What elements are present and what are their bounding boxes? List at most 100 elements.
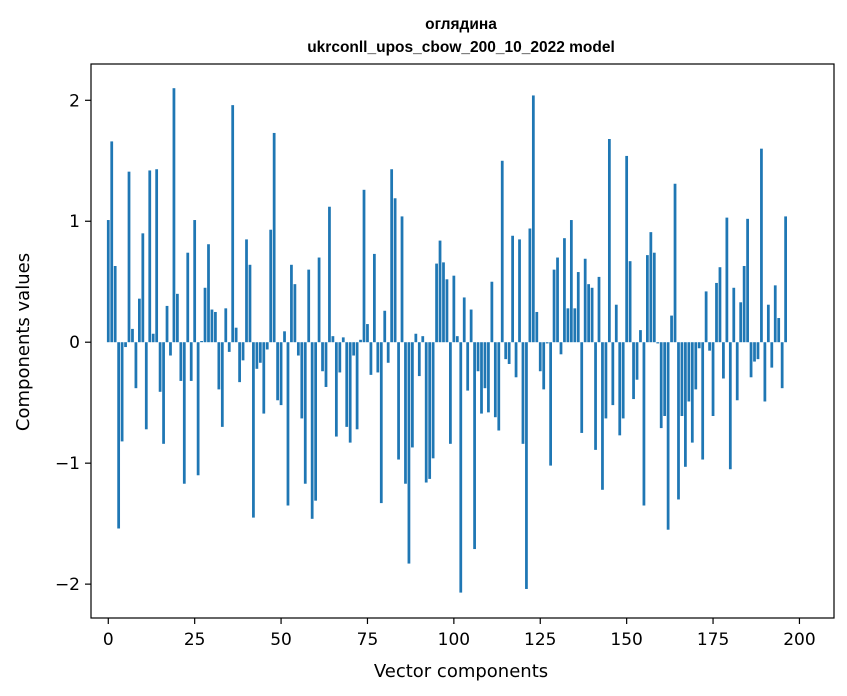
bar-158: [652, 252, 656, 343]
bar-118: [514, 342, 518, 378]
bar-22: [182, 342, 186, 484]
bar-191: [766, 304, 770, 343]
bar-43: [255, 342, 259, 369]
bar-172: [701, 342, 705, 460]
bar-72: [355, 342, 359, 430]
bar-57: [303, 342, 307, 484]
bar-101: [455, 336, 459, 343]
bar-48: [272, 132, 276, 343]
bar-32: [217, 342, 221, 390]
bar-41: [248, 264, 252, 343]
bar-112: [493, 342, 497, 418]
bar-178: [722, 342, 725, 379]
bar-127: [545, 342, 549, 344]
bar-170: [694, 342, 698, 390]
bar-94: [431, 342, 435, 459]
bar-21: [179, 342, 183, 381]
bar-84: [397, 342, 400, 460]
bar-154: [639, 330, 642, 343]
bar-116: [507, 342, 511, 364]
bar-142: [597, 276, 601, 343]
bar-166: [680, 342, 684, 416]
bar-7: [131, 328, 134, 343]
bar-103: [462, 297, 466, 343]
bar-6: [127, 171, 131, 343]
bar-168: [687, 342, 691, 402]
x-tick-label: 150: [610, 630, 642, 650]
x-tick-label: 50: [270, 630, 292, 650]
bar-23: [186, 252, 190, 343]
bar-143: [601, 342, 604, 490]
bar-16: [162, 342, 165, 444]
bar-196: [784, 216, 787, 343]
bar-74: [362, 189, 366, 343]
bar-164: [673, 183, 677, 343]
bar-128: [549, 342, 552, 466]
bar-109: [483, 342, 487, 389]
bar-186: [749, 342, 753, 378]
bar-98: [445, 279, 449, 343]
bar-179: [725, 217, 729, 343]
bar-59: [310, 342, 314, 519]
bar-162: [666, 342, 670, 530]
bar-30: [210, 309, 214, 343]
bar-148: [618, 342, 622, 436]
bar-1: [110, 141, 114, 343]
bar-58: [307, 269, 311, 343]
bar-8: [134, 342, 138, 389]
bar-65: [331, 336, 335, 343]
bar-135: [573, 308, 577, 343]
bar-88: [411, 342, 414, 448]
bar-146: [611, 342, 615, 406]
bar-111: [490, 281, 494, 343]
bar-36: [231, 105, 235, 343]
bar-132: [563, 238, 566, 343]
bar-121: [525, 342, 528, 589]
bar-136: [576, 272, 580, 343]
bar-126: [542, 342, 546, 390]
bar-124: [535, 311, 539, 343]
bar-190: [763, 342, 767, 402]
bar-14: [155, 169, 159, 343]
bar-174: [708, 342, 711, 351]
bar-163: [670, 315, 673, 343]
bar-20: [176, 293, 179, 343]
plot-area-frame: [90, 63, 835, 619]
bar-15: [158, 342, 162, 392]
bar-92: [424, 342, 428, 483]
bar-35: [227, 342, 231, 352]
bar-66: [334, 342, 338, 437]
x-axis-ticks: 0 25 50 75 100 125 150 175 200: [103, 618, 816, 650]
bar-86: [404, 342, 407, 484]
bar-33: [220, 342, 224, 427]
bar-52: [286, 342, 290, 506]
bar-56: [300, 342, 304, 419]
x-tick-label: 25: [184, 630, 206, 650]
chart-subtitle: ukrconll_upos_cbow_200_10_2022 model: [307, 39, 615, 56]
bar-77: [372, 253, 376, 343]
bar-55: [296, 342, 300, 356]
bar-18: [169, 342, 172, 356]
bar-119: [518, 239, 521, 343]
bar-147: [614, 304, 618, 343]
bar-90: [417, 342, 421, 377]
bar-169: [690, 342, 694, 443]
bar-173: [704, 291, 708, 343]
bar-189: [760, 148, 763, 343]
bar-110: [487, 342, 490, 413]
bar-185: [746, 218, 749, 343]
bar-122: [528, 228, 532, 343]
bar-188: [756, 342, 760, 360]
bar-60: [314, 342, 318, 501]
bar-71: [352, 342, 356, 356]
bar-137: [580, 342, 584, 433]
bar-85: [400, 216, 404, 343]
bar-81: [386, 342, 390, 363]
y-tick-label: 0: [69, 333, 80, 353]
bar-153: [635, 342, 639, 380]
bar-26: [196, 342, 200, 476]
y-tick-label: −2: [55, 575, 80, 595]
y-tick-label: 2: [69, 91, 80, 111]
bar-68: [341, 337, 345, 343]
